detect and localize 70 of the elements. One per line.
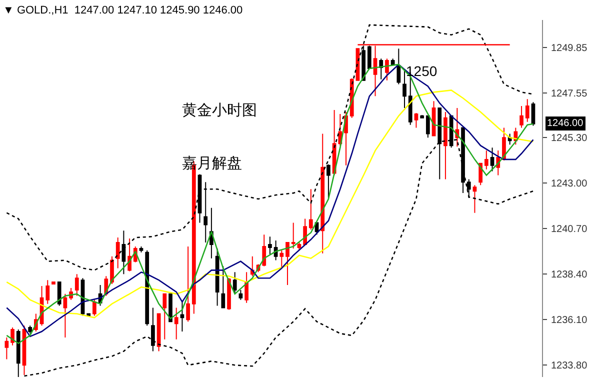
line-series: [6, 90, 534, 318]
candlestick: [268, 236, 272, 255]
candlestick: [92, 299, 96, 316]
candlestick: [385, 58, 389, 81]
candlestick: [326, 164, 330, 200]
candlestick: [420, 114, 424, 118]
candlestick: [57, 282, 62, 306]
candlestick: [86, 313, 91, 316]
line-series: [6, 24, 534, 271]
candlestick: [221, 266, 226, 308]
candlestick: [145, 250, 150, 326]
y-tick-label: 1233.80: [551, 360, 588, 372]
candlestick: [156, 313, 161, 352]
candlestick: [367, 45, 372, 69]
candlestick: [297, 242, 302, 251]
candlestick: [46, 280, 50, 304]
candlestick: [4, 336, 9, 360]
candlestick: [10, 327, 14, 346]
annotation: 黄金小时图: [182, 101, 257, 119]
candlestick: [186, 246, 190, 322]
candlestick: [280, 250, 284, 269]
candlestick: [238, 289, 243, 300]
candlestick: [525, 98, 530, 122]
annotation: 嘉月解盘: [182, 154, 242, 172]
candlestick: [174, 307, 178, 340]
candlestick: [472, 184, 477, 214]
candlestick: [151, 307, 155, 352]
candlestick: [52, 282, 56, 285]
candlestick: [402, 70, 406, 109]
candlestick: [227, 278, 231, 310]
candlestick: [232, 272, 237, 294]
candlestick: [180, 301, 184, 332]
candlestick: [490, 147, 494, 172]
y-tick-label: 1238.40: [551, 270, 588, 281]
y-tick-label: 1243.00: [551, 178, 588, 190]
text: 1246.00: [547, 118, 584, 129]
candlestick: [466, 178, 471, 199]
candlestick: [244, 272, 248, 304]
candlestick: [444, 111, 448, 180]
candlestick: [308, 188, 313, 230]
candlestick: [390, 58, 395, 65]
candlestick: [396, 48, 401, 85]
candlestick: [28, 325, 32, 334]
candlestick: [262, 234, 266, 267]
candlestick: [362, 45, 366, 81]
candlestick: [320, 133, 325, 254]
candlestick: [338, 113, 342, 146]
candlestick: [484, 150, 488, 170]
candlestick: [74, 274, 79, 296]
candlestick: [520, 106, 524, 128]
candlestick: [168, 293, 172, 322]
annotation: 1250: [406, 63, 438, 79]
candlestick: [16, 329, 20, 377]
candlestick: [162, 293, 167, 340]
candlestick: [379, 58, 384, 80]
y-tick-label: 1236.10: [551, 315, 588, 326]
candlestick: [116, 237, 120, 269]
candlestick: [291, 222, 296, 249]
candlestick: [286, 242, 290, 286]
candlestick: [414, 112, 418, 128]
candlestick: [531, 102, 536, 126]
y-tick-label: 1240.70: [551, 224, 588, 236]
candlestick: [63, 293, 68, 338]
y-tick-label: 1245.30: [551, 133, 588, 144]
y-tick-label: 1249.85: [551, 43, 588, 54]
chart-title: ▼ GOLD.,H1 1247.00 1247.10 1245.90 1246.00: [3, 4, 243, 16]
candlestick: [139, 246, 144, 253]
candlestick: [204, 182, 208, 244]
candlestick: [426, 115, 430, 138]
y-tick-label: 1247.55: [551, 88, 588, 100]
